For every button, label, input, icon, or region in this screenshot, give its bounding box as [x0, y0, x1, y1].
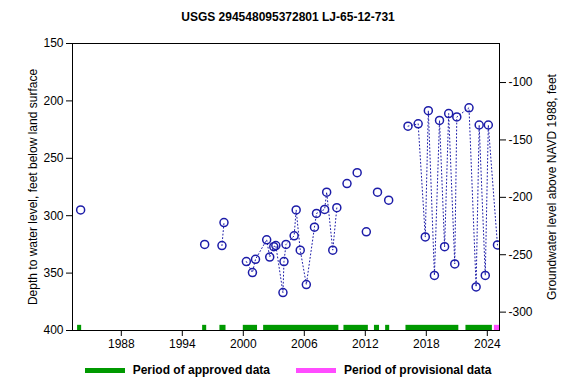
svg-text:Depth to water level, feet bel: Depth to water level, feet below land su… [26, 69, 40, 305]
svg-text:200: 200 [43, 94, 63, 108]
svg-text:Groundwater level above NAVD 1: Groundwater level above NAVD 1988, feet [545, 73, 559, 300]
html-text:Period of approved data: Period of approved data [132, 363, 270, 377]
svg-text:250: 250 [43, 151, 63, 165]
svg-text:350: 350 [43, 266, 63, 280]
svg-text:2000: 2000 [230, 337, 257, 351]
svg-text:-200: -200 [509, 190, 533, 204]
html-text:Period of provisional data: Period of provisional data [344, 363, 492, 377]
svg-text:-250: -250 [509, 248, 533, 262]
svg-text:1988: 1988 [108, 337, 135, 351]
svg-text:2006: 2006 [291, 337, 318, 351]
svg-text:300: 300 [43, 209, 63, 223]
svg-text:2024: 2024 [474, 337, 501, 351]
svg-text:150: 150 [43, 36, 63, 50]
svg-text:2018: 2018 [413, 337, 440, 351]
svg-text:2012: 2012 [352, 337, 379, 351]
svg-text:-100: -100 [509, 75, 533, 89]
svg-text:400: 400 [43, 323, 63, 337]
html-text:USGS 294548095372801 LJ-65-12-: USGS 294548095372801 LJ-65-12-731 [181, 10, 395, 24]
svg-text:-300: -300 [509, 305, 533, 319]
svg-text:1994: 1994 [169, 337, 196, 351]
svg-text:-150: -150 [509, 133, 533, 147]
